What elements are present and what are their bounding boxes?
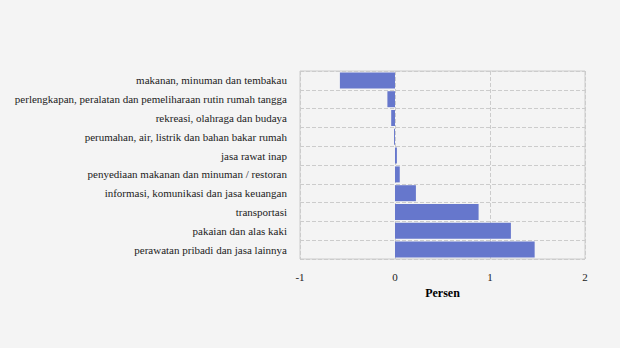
svg-text:-1: -1 [295, 271, 304, 283]
svg-text:Persen: Persen [425, 286, 460, 300]
svg-text:0: 0 [392, 271, 398, 283]
svg-text:penyediaan makanan dan minuman: penyediaan makanan dan minuman / restora… [88, 168, 288, 180]
svg-text:perlengkapan, peralatan dan pe: perlengkapan, peralatan dan pemeliharaan… [15, 93, 287, 105]
svg-text:1: 1 [487, 271, 493, 283]
svg-text:perawatan pribadi dan jasa lai: perawatan pribadi dan jasa lainnya [134, 244, 287, 256]
svg-text:rekreasi, olahraga dan budaya: rekreasi, olahraga dan budaya [156, 112, 287, 124]
svg-text:2: 2 [582, 271, 588, 283]
svg-text:perumahan, air, listrik dan ba: perumahan, air, listrik dan bahan bakar … [85, 131, 288, 143]
svg-text:jasa rawat inap: jasa rawat inap [220, 150, 287, 162]
svg-text:pakaian dan alas kaki: pakaian dan alas kaki [193, 225, 287, 237]
svg-text:informasi, komunikasi dan jasa: informasi, komunikasi dan jasa keuangan [105, 187, 288, 199]
svg-text:makanan, minuman dan tembakau: makanan, minuman dan tembakau [136, 74, 287, 86]
svg-text:transportasi: transportasi [236, 206, 287, 218]
